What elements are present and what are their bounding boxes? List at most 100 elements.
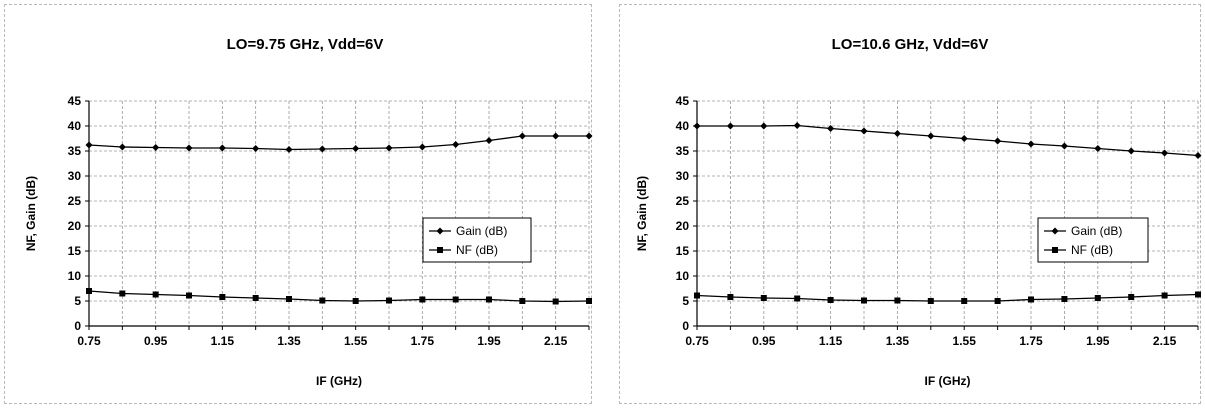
y-tick-label: 15	[676, 244, 690, 258]
data-point	[586, 298, 592, 304]
data-point	[585, 132, 593, 140]
y-tick-label: 25	[676, 194, 690, 208]
data-point	[552, 298, 559, 305]
data-point	[186, 292, 192, 299]
data-point	[1061, 296, 1068, 302]
x-tick-label: 2.15	[544, 334, 568, 348]
y-tick-label: 5	[74, 294, 81, 308]
data-point	[218, 144, 226, 152]
y-tick-label: 10	[68, 269, 82, 283]
chart-title: LO=9.75 GHz, Vdd=6V	[227, 36, 384, 53]
x-tick-label: 0.75	[77, 334, 101, 348]
series-line	[88, 135, 589, 151]
y-axis-label: NF, Gain (dB)	[24, 176, 38, 251]
data-point	[1195, 291, 1201, 298]
data-point	[419, 296, 426, 303]
legend-label: Gain (dB)	[456, 224, 507, 238]
legend-box	[1037, 217, 1149, 263]
y-tick-label: 30	[68, 169, 82, 183]
x-tick-label: 1.55	[344, 334, 368, 348]
data-point	[927, 298, 934, 304]
x-tick-label: 1.15	[819, 334, 843, 348]
x-axis-label: IF (GHz)	[925, 374, 971, 388]
chart-panel-right: LO=10.6 GHz, Vdd=6V 0 5 10 15 20 25 30 35 40 45 0.7…	[619, 4, 1202, 404]
series-line	[88, 290, 590, 303]
data-point	[252, 295, 259, 301]
data-point	[319, 297, 326, 304]
data-point	[452, 141, 460, 148]
y-tick-label: 35	[68, 144, 82, 158]
data-point	[760, 122, 768, 130]
y-tick-label: 10	[676, 269, 690, 283]
data-point	[960, 135, 968, 142]
data-point	[693, 122, 701, 130]
data-point	[1094, 295, 1101, 301]
y-tick-label: 45	[68, 94, 82, 108]
data-point	[285, 146, 293, 153]
data-point	[894, 297, 901, 304]
data-point	[519, 298, 526, 304]
data-point	[994, 298, 1001, 304]
data-point	[185, 144, 193, 152]
data-point	[485, 137, 493, 144]
series-gain	[85, 132, 593, 153]
data-point	[1028, 296, 1034, 303]
y-tick-label: 0	[682, 319, 689, 333]
y-tick-label: 40	[676, 119, 690, 133]
x-tick-label: 1.95	[477, 334, 501, 348]
x-tick-label: 0.95	[752, 334, 776, 348]
y-tick-label: 45	[676, 94, 690, 108]
data-point	[1094, 145, 1102, 152]
data-point	[85, 141, 93, 149]
x-tick-label: 1.75	[411, 334, 435, 348]
legend-label: NF (dB)	[1071, 243, 1113, 257]
data-point	[1161, 292, 1168, 299]
data-point	[386, 297, 392, 304]
legend-label: Gain (dB)	[1071, 224, 1122, 238]
data-point	[860, 127, 868, 135]
data-point	[827, 297, 834, 303]
x-tick-label: 1.95	[1086, 334, 1110, 348]
data-point	[727, 294, 734, 300]
data-point	[418, 143, 426, 151]
data-point	[994, 137, 1002, 145]
y-axis-label: NF, Gain (dB)	[635, 176, 649, 251]
y-tick-label: 35	[676, 144, 690, 158]
data-point	[927, 132, 935, 140]
data-point	[1128, 294, 1135, 300]
legend-marker	[1051, 227, 1059, 235]
chart-title: LO=10.6 GHz, Vdd=6V	[832, 36, 989, 53]
x-tick-label: 1.15	[211, 334, 235, 348]
x-tick-label: 1.35	[886, 334, 910, 348]
x-axis-label: IF (GHz)	[316, 374, 362, 388]
y-tick-label: 15	[68, 244, 82, 258]
legend-marker	[437, 247, 443, 253]
data-point	[1027, 140, 1035, 148]
data-point	[794, 295, 801, 302]
legend-marker	[1052, 247, 1058, 253]
data-point	[118, 143, 126, 151]
legend-box	[422, 217, 532, 263]
series-nf	[694, 291, 1201, 304]
data-point	[760, 295, 767, 301]
series-nf	[86, 288, 592, 305]
data-point	[86, 288, 92, 294]
data-point	[219, 294, 226, 300]
y-tick-label: 20	[676, 219, 690, 233]
data-point	[318, 145, 326, 153]
data-point	[452, 296, 459, 303]
data-point	[119, 290, 126, 297]
data-point	[286, 296, 292, 302]
chart-right: LO=10.6 GHz, Vdd=6V 0 5 10 15 20 25 30 35 40 45 0.7…	[635, 36, 1202, 388]
data-point	[961, 298, 968, 304]
data-point	[518, 132, 526, 140]
data-point	[252, 145, 260, 152]
data-point	[1060, 142, 1068, 150]
y-tick-label: 25	[68, 194, 82, 208]
data-point	[1194, 152, 1202, 159]
x-tick-label: 1.55	[953, 334, 977, 348]
chart-left: LO=9.75 GHz, Vdd=6V 0 5 10 15 20 25 30 35 40 45 0.7…	[24, 36, 593, 388]
data-point	[352, 298, 359, 304]
data-point	[694, 292, 700, 299]
data-point	[861, 297, 867, 304]
